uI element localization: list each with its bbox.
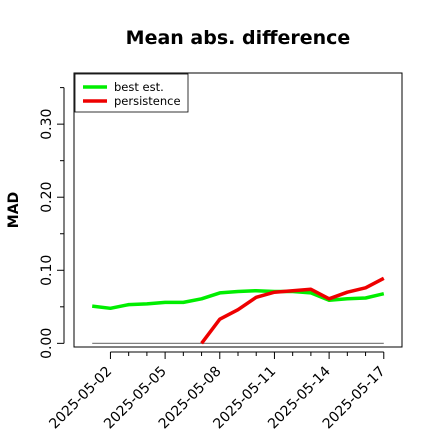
y-tick-label: 0.30 (39, 109, 55, 140)
y-axis-label: MAD (6, 192, 22, 228)
y-tick-label: 0.00 (39, 328, 55, 359)
y-tick-label: 0.20 (39, 182, 55, 213)
series-line-best-est (91, 288, 385, 311)
chart-title: Mean abs. difference (126, 27, 351, 49)
series-line-persistence (200, 276, 385, 345)
y-tick-label: 0.10 (39, 255, 55, 286)
x-axis: 2025-05-022025-05-052025-05-082025-05-11… (46, 351, 389, 432)
legend-box (74, 73, 189, 113)
y-axis: 0.00 0.10 0.20 0.30 (39, 87, 65, 359)
legend-label-best-est: best est. (114, 80, 164, 94)
series-layer (91, 276, 385, 345)
legend: best est. persistence (74, 73, 189, 113)
plot-frame (73, 72, 403, 348)
legend-label-persistence: persistence (114, 94, 181, 108)
